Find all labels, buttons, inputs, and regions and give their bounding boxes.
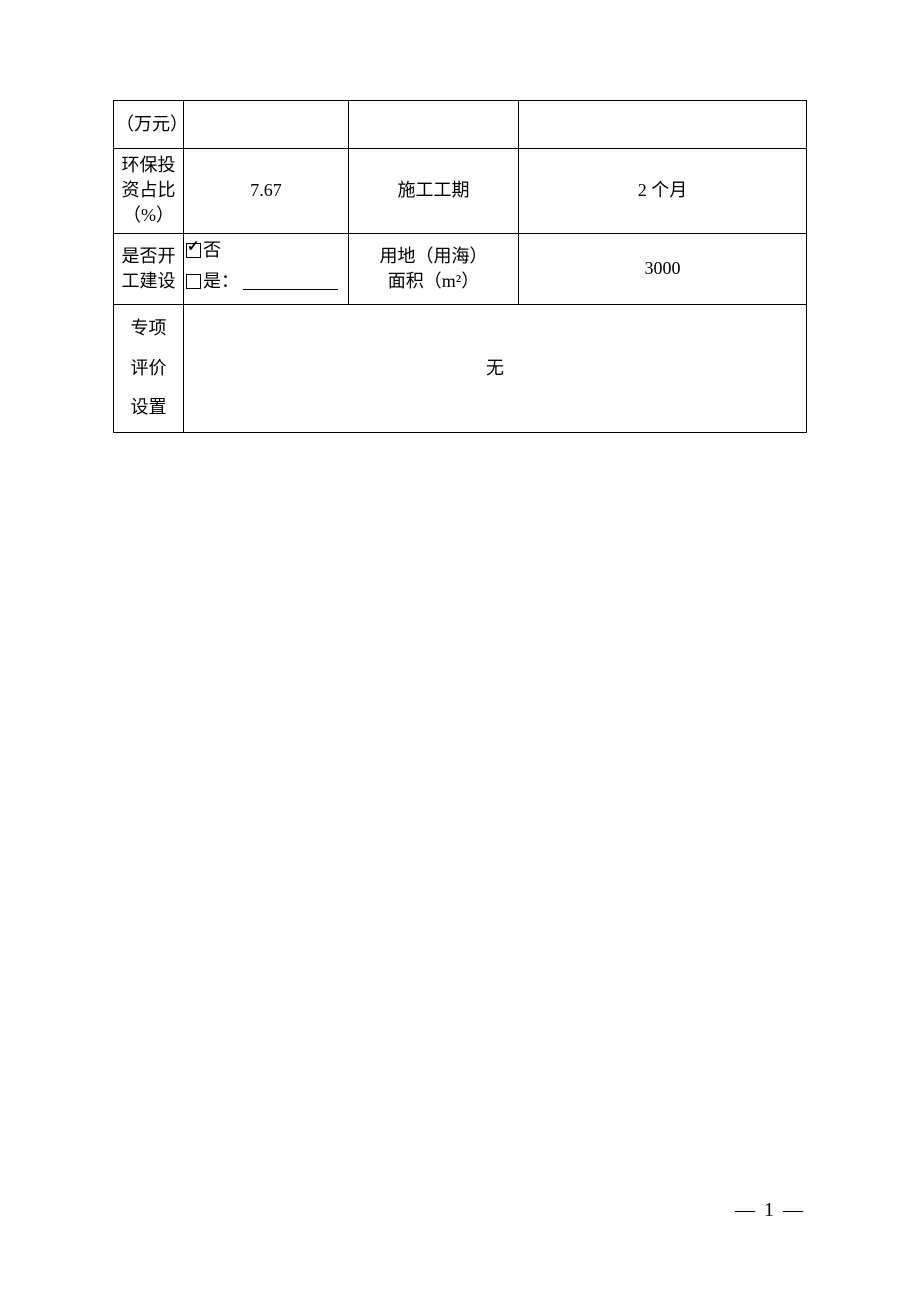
page-number: — 1 — xyxy=(735,1199,805,1222)
checkbox-option-yes[interactable]: 是： xyxy=(186,269,346,294)
cell-land-area-label: 用地（用海） 面积（m²） xyxy=(349,233,519,304)
cell-empty xyxy=(349,101,519,149)
label-line: 专项 xyxy=(116,309,181,349)
cell-wanyuan-label: （万元） xyxy=(114,101,184,149)
cell-started-label: 是否开 工建设 xyxy=(114,233,184,304)
label-line: 设置 xyxy=(116,388,181,428)
table-row: 是否开 工建设 否 是： 用地（用海） 面积（m²） 3000 xyxy=(114,233,807,304)
blank-underline xyxy=(243,272,338,290)
checkbox-icon xyxy=(186,274,201,289)
cell-empty xyxy=(519,101,807,149)
checkbox-label-no: 否 xyxy=(203,238,221,263)
cell-empty xyxy=(184,101,349,149)
cell-special-eval-value: 无 xyxy=(184,304,807,432)
table-row: 环保投 资占比 （%） 7.67 施工工期 2 个月 xyxy=(114,149,807,234)
table-row: （万元） xyxy=(114,101,807,149)
document-page: （万元） 环保投 资占比 （%） 7.67 施工工期 2 个月 是否开 工建设 … xyxy=(0,0,920,433)
land-area-line1: 用地（用海） xyxy=(351,244,516,269)
form-table: （万元） 环保投 资占比 （%） 7.67 施工工期 2 个月 是否开 工建设 … xyxy=(113,100,807,433)
cell-construction-period-value: 2 个月 xyxy=(519,149,807,234)
checkbox-option-no[interactable]: 否 xyxy=(186,238,346,263)
label-line: 评价 xyxy=(116,349,181,389)
cell-env-ratio-label: 环保投 资占比 （%） xyxy=(114,149,184,234)
cell-construction-period-label: 施工工期 xyxy=(349,149,519,234)
table-row: 专项 评价 设置 无 xyxy=(114,304,807,432)
land-area-line2: 面积（m²） xyxy=(351,269,516,294)
cell-env-ratio-value: 7.67 xyxy=(184,149,349,234)
cell-land-area-value: 3000 xyxy=(519,233,807,304)
cell-special-eval-label: 专项 评价 设置 xyxy=(114,304,184,432)
checkbox-label-yes: 是： xyxy=(203,269,239,294)
checkbox-icon xyxy=(186,243,201,258)
cell-started-checkboxes: 否 是： xyxy=(184,233,349,304)
